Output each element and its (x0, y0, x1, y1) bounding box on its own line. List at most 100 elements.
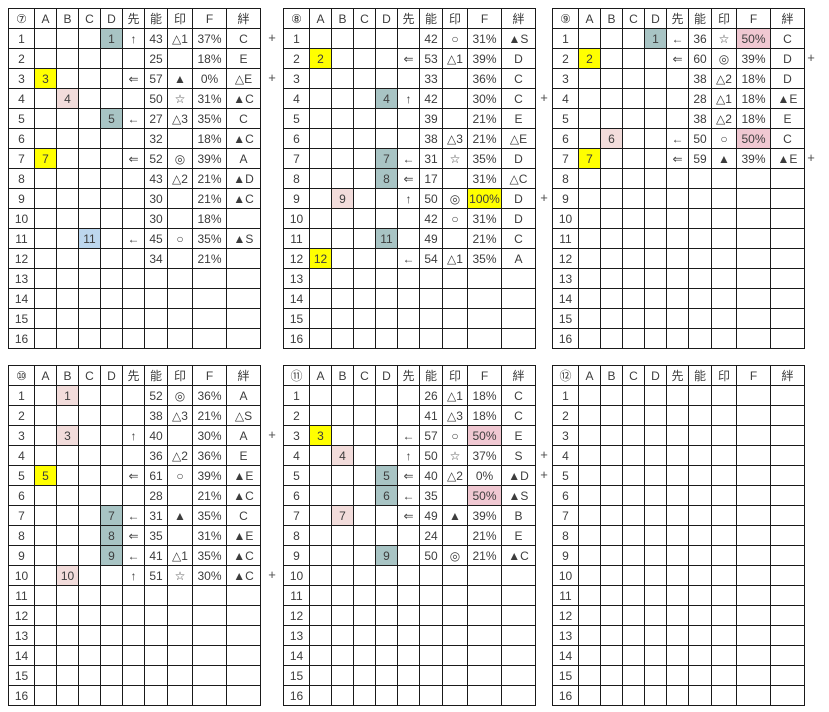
t10-r6-b[interactable] (56, 485, 79, 506)
t12-r13-d[interactable] (644, 625, 667, 646)
t10-r2-num[interactable]: 2 (8, 405, 35, 426)
t11-r11-num[interactable]: 11 (283, 585, 310, 606)
t12-r4-in[interactable] (711, 445, 737, 466)
t11-r7-d[interactable] (375, 505, 398, 526)
t7-r12-c[interactable] (78, 248, 101, 269)
t11-r5-in[interactable]: △2 (442, 465, 468, 486)
t10-r4-num[interactable]: 4 (8, 445, 35, 466)
t10-r15-c[interactable] (78, 665, 101, 686)
t11-r8-kiz[interactable]: E (501, 525, 536, 546)
t7-r4-saki[interactable] (122, 88, 145, 109)
t9-r1-kiz[interactable]: C (770, 28, 805, 49)
t12-r12-kiz[interactable] (770, 605, 805, 626)
t10-r2-f[interactable]: 21% (192, 405, 227, 426)
t7-r11-saki[interactable]: ← (122, 228, 145, 249)
t12-r14-num[interactable]: 14 (552, 645, 579, 666)
t7-r15-kiz[interactable] (226, 308, 261, 329)
t8-r5-nou[interactable]: 39 (419, 108, 443, 129)
t9-header-col-8[interactable]: 絆 (770, 8, 805, 29)
t11-r12-d[interactable] (375, 605, 398, 626)
t9-r8-a[interactable] (578, 168, 601, 189)
t9-r2-c[interactable] (622, 48, 645, 69)
t11-r1-f[interactable]: 18% (467, 385, 502, 406)
t8-r12-d[interactable] (375, 248, 398, 269)
t9-r10-d[interactable] (644, 208, 667, 229)
t7-header-col-5[interactable]: 能 (144, 8, 168, 29)
t12-r12-in[interactable] (711, 605, 737, 626)
t12-header-col-2[interactable]: C (622, 365, 645, 386)
t9-r6-kiz[interactable]: C (770, 128, 805, 149)
t9-r7-b[interactable] (600, 148, 623, 169)
t9-r6-d[interactable] (644, 128, 667, 149)
t10-header-col-7[interactable]: F (192, 365, 227, 386)
t7-r16-num[interactable]: 16 (8, 328, 35, 349)
t12-r12-f[interactable] (736, 605, 771, 626)
t12-r14-f[interactable] (736, 645, 771, 666)
t8-r15-b[interactable] (331, 308, 354, 329)
t11-header-col-3[interactable]: D (375, 365, 398, 386)
t8-r6-kiz[interactable]: △E (501, 128, 536, 149)
t11-r7-nou[interactable]: 49 (419, 505, 443, 526)
t8-header-col-6[interactable]: 印 (442, 8, 468, 29)
t8-r10-nou[interactable]: 42 (419, 208, 443, 229)
t8-r1-c[interactable] (353, 28, 376, 49)
t11-r7-b[interactable]: 7 (331, 505, 354, 526)
t7-r2-num[interactable]: 2 (8, 48, 35, 69)
t10-r4-d[interactable] (100, 445, 123, 466)
t12-header-col-0[interactable]: A (578, 365, 601, 386)
t8-r3-d[interactable] (375, 68, 398, 89)
t9-r11-d[interactable] (644, 228, 667, 249)
t9-r7-kiz[interactable]: ▲E (770, 148, 805, 169)
t12-r6-num[interactable]: 6 (552, 485, 579, 506)
t11-r5-saki[interactable]: ⇐ (397, 465, 420, 486)
t8-r7-saki[interactable]: ← (397, 148, 420, 169)
t11-r4-in[interactable]: ☆ (442, 445, 468, 466)
t10-r14-f[interactable] (192, 645, 227, 666)
t9-r14-saki[interactable] (666, 288, 689, 309)
t8-r8-d[interactable]: 8 (375, 168, 398, 189)
t12-r8-kiz[interactable] (770, 525, 805, 546)
t7-r11-in[interactable]: ○ (167, 228, 193, 249)
t11-header-col-0[interactable]: A (309, 365, 332, 386)
t8-header-col-8[interactable]: 絆 (501, 8, 536, 29)
t9-r12-c[interactable] (622, 248, 645, 269)
t8-r1-f[interactable]: 31% (467, 28, 502, 49)
t9-r4-num[interactable]: 4 (552, 88, 579, 109)
t8-r10-in[interactable]: ○ (442, 208, 468, 229)
t8-r7-in[interactable]: ☆ (442, 148, 468, 169)
t10-r10-nou[interactable]: 51 (144, 565, 168, 586)
t10-r8-num[interactable]: 8 (8, 525, 35, 546)
t10-r16-num[interactable]: 16 (8, 685, 35, 706)
t7-r6-in[interactable] (167, 128, 193, 149)
t10-header-col-5[interactable]: 能 (144, 365, 168, 386)
t9-r3-kiz[interactable]: D (770, 68, 805, 89)
t11-r2-in[interactable]: △3 (442, 405, 468, 426)
t12-r3-in[interactable] (711, 425, 737, 446)
t9-r16-b[interactable] (600, 328, 623, 349)
t7-r11-c[interactable]: 11 (78, 228, 101, 249)
t12-r4-b[interactable] (600, 445, 623, 466)
t9-r14-in[interactable] (711, 288, 737, 309)
t8-r13-num[interactable]: 13 (283, 268, 310, 289)
t8-r2-nou[interactable]: 53 (419, 48, 443, 69)
t8-r2-c[interactable] (353, 48, 376, 69)
t8-r3-in[interactable] (442, 68, 468, 89)
t10-r9-f[interactable]: 35% (192, 545, 227, 566)
t8-r12-nou[interactable]: 54 (419, 248, 443, 269)
t10-r7-num[interactable]: 7 (8, 505, 35, 526)
t10-r2-c[interactable] (78, 405, 101, 426)
t10-r8-c[interactable] (78, 525, 101, 546)
t9-r3-num[interactable]: 3 (552, 68, 579, 89)
t11-r7-f[interactable]: 39% (467, 505, 502, 526)
t10-r9-num[interactable]: 9 (8, 545, 35, 566)
t8-r14-num[interactable]: 14 (283, 288, 310, 309)
t8-r11-b[interactable] (331, 228, 354, 249)
t8-r8-nou[interactable]: 17 (419, 168, 443, 189)
t11-r7-a[interactable] (309, 505, 332, 526)
t11-r16-b[interactable] (331, 685, 354, 706)
t12-corner-label[interactable]: ⑫ (552, 365, 579, 386)
t12-r7-b[interactable] (600, 505, 623, 526)
t11-r10-b[interactable] (331, 565, 354, 586)
t8-r5-f[interactable]: 21% (467, 108, 502, 129)
t12-r2-c[interactable] (622, 405, 645, 426)
